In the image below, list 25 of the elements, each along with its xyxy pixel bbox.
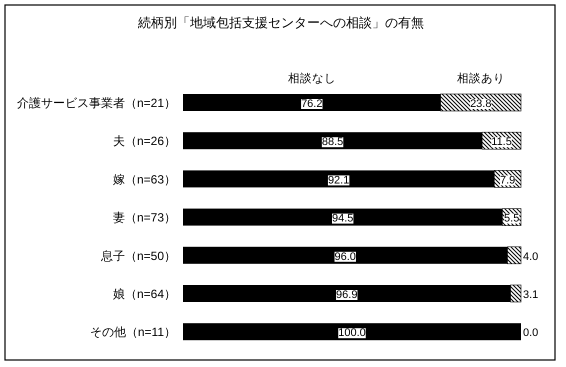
data-label: 96.0 <box>334 250 356 263</box>
data-label: 76.2 <box>301 98 322 110</box>
data-label: 4.0 <box>523 250 538 263</box>
series-label: 相談あり <box>456 72 505 85</box>
chart-title: 続柄別「地域包括支援センターへの相談」の有無 <box>137 15 424 30</box>
y-tick-label: その他（n=11） <box>90 325 176 340</box>
y-tick-label: 妻（n=73） <box>112 210 176 225</box>
y-tick-label: 娘（n=64） <box>112 287 176 301</box>
data-label: 0.0 <box>523 327 538 340</box>
data-label: 7.9 <box>500 174 516 186</box>
data-label: 3.1 <box>523 289 538 301</box>
data-label: 23.8 <box>470 98 492 110</box>
bar <box>183 323 521 340</box>
y-tick-label: 介護サービス事業者（n=21） <box>16 96 176 110</box>
data-label: 88.5 <box>322 136 344 148</box>
series-label: 相談なし <box>288 72 336 85</box>
data-label: 94.5 <box>332 212 354 225</box>
data-label: 96.9 <box>336 289 358 301</box>
data-label: 11.5 <box>491 136 512 148</box>
y-tick-label: 嫁（n=63） <box>112 172 176 186</box>
data-label: 5.5 <box>504 212 520 225</box>
data-label: 100.0 <box>338 327 366 340</box>
y-tick-label: 息子（n=50） <box>100 248 176 263</box>
y-tick-label: 夫（n=26） <box>112 134 176 148</box>
data-label: 92.1 <box>328 174 350 186</box>
